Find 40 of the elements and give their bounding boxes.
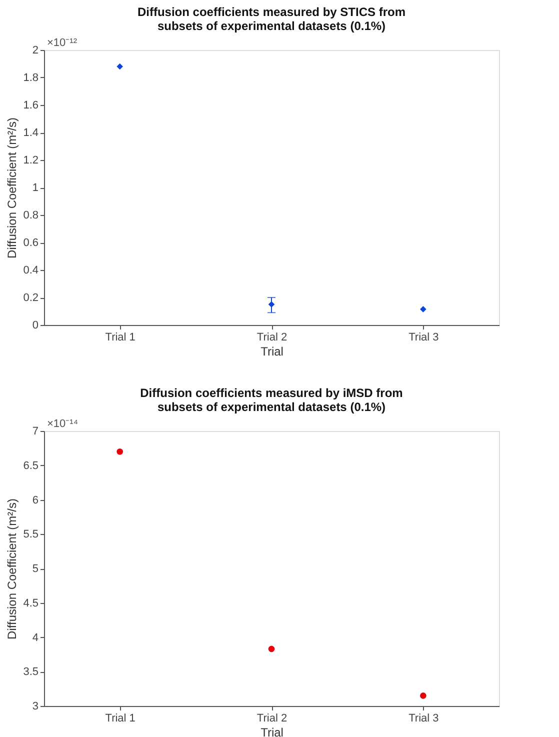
x-tick-label: Trial 2: [256, 332, 288, 344]
y-tick-label: 1.6: [23, 100, 38, 112]
y-tick-label: 3.5: [23, 666, 38, 678]
point: [268, 301, 275, 308]
x-tick-label: Trial 3: [408, 712, 439, 724]
chart-title: Diffusion coefficients measured by iMSD from subsets of experimental datasets (0.1%): [140, 386, 403, 414]
y-tick-label: 5: [32, 563, 38, 575]
point: [116, 63, 123, 70]
point: [268, 646, 275, 652]
y-tick-label: 1.2: [23, 154, 38, 166]
text: ×10⁻¹²: [47, 37, 78, 49]
chart-title: Diffusion coefficients measured by STICS from subsets of experimental datasets (0.1%): [137, 5, 406, 33]
y-tick-label: 1: [32, 182, 38, 194]
y-tick-label: 5.5: [23, 528, 38, 541]
y-tick-label: 7: [32, 426, 38, 438]
x-tick-label: Trial 2: [256, 712, 288, 724]
y-axis-title: Diffusion Coefficient (m²/s): [5, 498, 20, 640]
x-axis-title: Trial: [260, 344, 284, 358]
x-axis-title: Trial: [260, 726, 284, 737]
y-tick-label: 3: [32, 700, 38, 712]
y-tick-label: 0: [32, 320, 38, 332]
y-tick-label: 0.2: [23, 292, 38, 304]
y-tick-label: 1.8: [23, 72, 38, 84]
text: ×10⁻¹⁴: [47, 418, 78, 430]
point: [116, 448, 123, 455]
y-axis-title: Diffusion Coefficient (m²/s): [5, 118, 20, 258]
y-tick-label: 4.5: [23, 597, 38, 610]
y-tick-label: 2: [32, 44, 38, 56]
x-tick-label: Trial 1: [105, 332, 136, 344]
y-tick-label: 1.4: [23, 127, 38, 139]
point: [420, 692, 426, 699]
x-tick-label: Trial 1: [105, 712, 136, 724]
y-tick-label: 6: [32, 494, 38, 506]
x-tick-label: Trial 3: [408, 332, 439, 344]
y-tick-label: 0.6: [23, 237, 38, 249]
y-tick-label: 0.4: [23, 264, 38, 276]
point: [420, 306, 426, 312]
y-tick-label: 4: [32, 632, 38, 644]
y-tick-label: 0.8: [23, 210, 38, 222]
y-tick-label: 6.5: [23, 460, 38, 472]
